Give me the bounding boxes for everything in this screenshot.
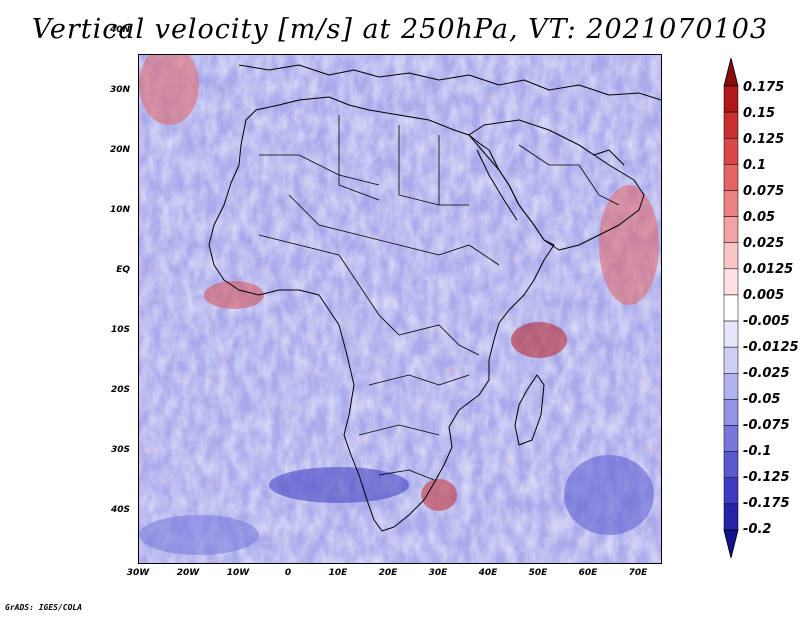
lat-tick-label: 20S [110,385,130,395]
persian-gulf [578,144,625,166]
colorbar-tick-label: 0.005 [743,288,785,303]
colorbar-tick-label: -0.2 [743,522,772,537]
europe-coast [238,64,661,101]
colorbar-tick-label: 0.05 [743,210,776,225]
lon-tick-label: 70E [628,568,648,578]
border-line [358,284,400,336]
colorbar-tick-label: -0.175 [743,496,790,511]
border-line [358,424,440,436]
border-line [398,244,500,266]
colorbar-swatch [723,346,739,374]
colorbar-swatch [723,268,739,296]
lon-tick-label: 40E [478,568,498,578]
arabian-peninsula [468,119,645,251]
colorbar-tick-label: -0.1 [743,444,772,459]
lat-tick-label: 10N [109,205,130,215]
lon-tick-label: 10E [328,568,348,578]
colorbar-swatch [723,320,739,348]
lon-tick-label: 60E [578,568,598,578]
colorbar-swatch [723,137,739,165]
red-sea [476,149,518,221]
colorbar-tick-label: 0.075 [743,184,785,199]
colorbar-swatch [723,242,739,270]
border-line [288,194,400,246]
colorbar-swatch [723,190,739,217]
chart-title: Vertical velocity [m/s] at 250hPa, VT: 2… [31,14,769,45]
colorbar-tick-label: 0.0125 [743,262,794,277]
border-line [398,125,469,206]
colorbar-swatch [723,111,739,139]
field-features [139,55,659,555]
lat-tick-label: 30S [110,445,130,455]
colorbar-swatch [723,503,739,531]
colorbar-swatch [723,425,739,452]
colorbar-swatch [723,373,739,400]
colorbar-swatch [723,451,739,479]
colorbar-swatch [723,477,739,505]
colorbar-bottom-arrow [723,529,739,558]
colorbar-swatch [723,216,739,243]
border-line [338,115,380,201]
colorbar-tick-label: -0.005 [743,314,790,329]
map-field [139,55,661,563]
descent-region-south-indian-ocean [564,455,654,535]
colorbar-swatch [723,399,739,426]
colorbar-tick-label: -0.0125 [743,340,799,355]
descent-region-southwest [139,515,259,555]
lon-tick-label: 20W [176,568,200,578]
lon-tick-label: 10W [226,568,250,578]
lat-tick-label: 30N [109,85,130,95]
ascent-region-arabian-sea [599,185,659,305]
colorbar-swatch [723,294,739,322]
lon-tick-label: 50E [528,568,548,578]
descent-band-south-atlantic [269,467,409,503]
ascent-region-north-atlantic [139,55,199,125]
footer-credit: GrADS: IGES/COLA [5,603,83,612]
lon-tick-label: 30E [428,568,448,578]
lat-tick-label: 40S [110,505,130,515]
ascent-cell-indian-ocean [511,322,567,358]
border-line [398,324,480,356]
coastlines [208,64,661,532]
colorbar-tick-label: 0.125 [743,132,785,147]
colorbar-swatch [723,85,739,113]
border-line [259,154,380,186]
colorbar-tick-label: -0.025 [743,366,790,381]
country-borders [258,115,620,481]
map-panel [138,54,662,564]
lat-tick-label: 40N [109,25,130,35]
lon-tick-label: 20E [378,568,398,578]
border-line [258,234,360,286]
lat-tick-label: 10S [110,325,130,335]
colorbar-top-arrow [723,58,739,87]
ascent-cell-south-africa [421,479,457,511]
lat-tick-label: EQ [116,265,130,275]
colorbar-tick-label: 0.175 [743,80,785,95]
border-line [378,469,435,481]
lat-tick-label: 20N [109,145,130,155]
colorbar-tick-label: -0.075 [743,418,790,433]
madagascar [514,374,545,446]
border-line [578,164,620,206]
colorbar-tick-label: -0.05 [743,392,781,407]
border-line [368,374,470,386]
lon-tick-label: 0 [284,568,292,578]
colorbar-tick-label: 0.025 [743,236,785,251]
colorbar-tick-label: 0.1 [743,158,767,173]
colorbar-tick-label: 0.15 [743,106,776,121]
ascent-band-west-africa [204,281,264,309]
lon-tick-label: 30W [126,568,150,578]
colorbar [723,58,739,558]
border-line [518,144,579,166]
colorbar-tick-label: -0.125 [743,470,790,485]
colorbar-swatch [723,164,739,191]
